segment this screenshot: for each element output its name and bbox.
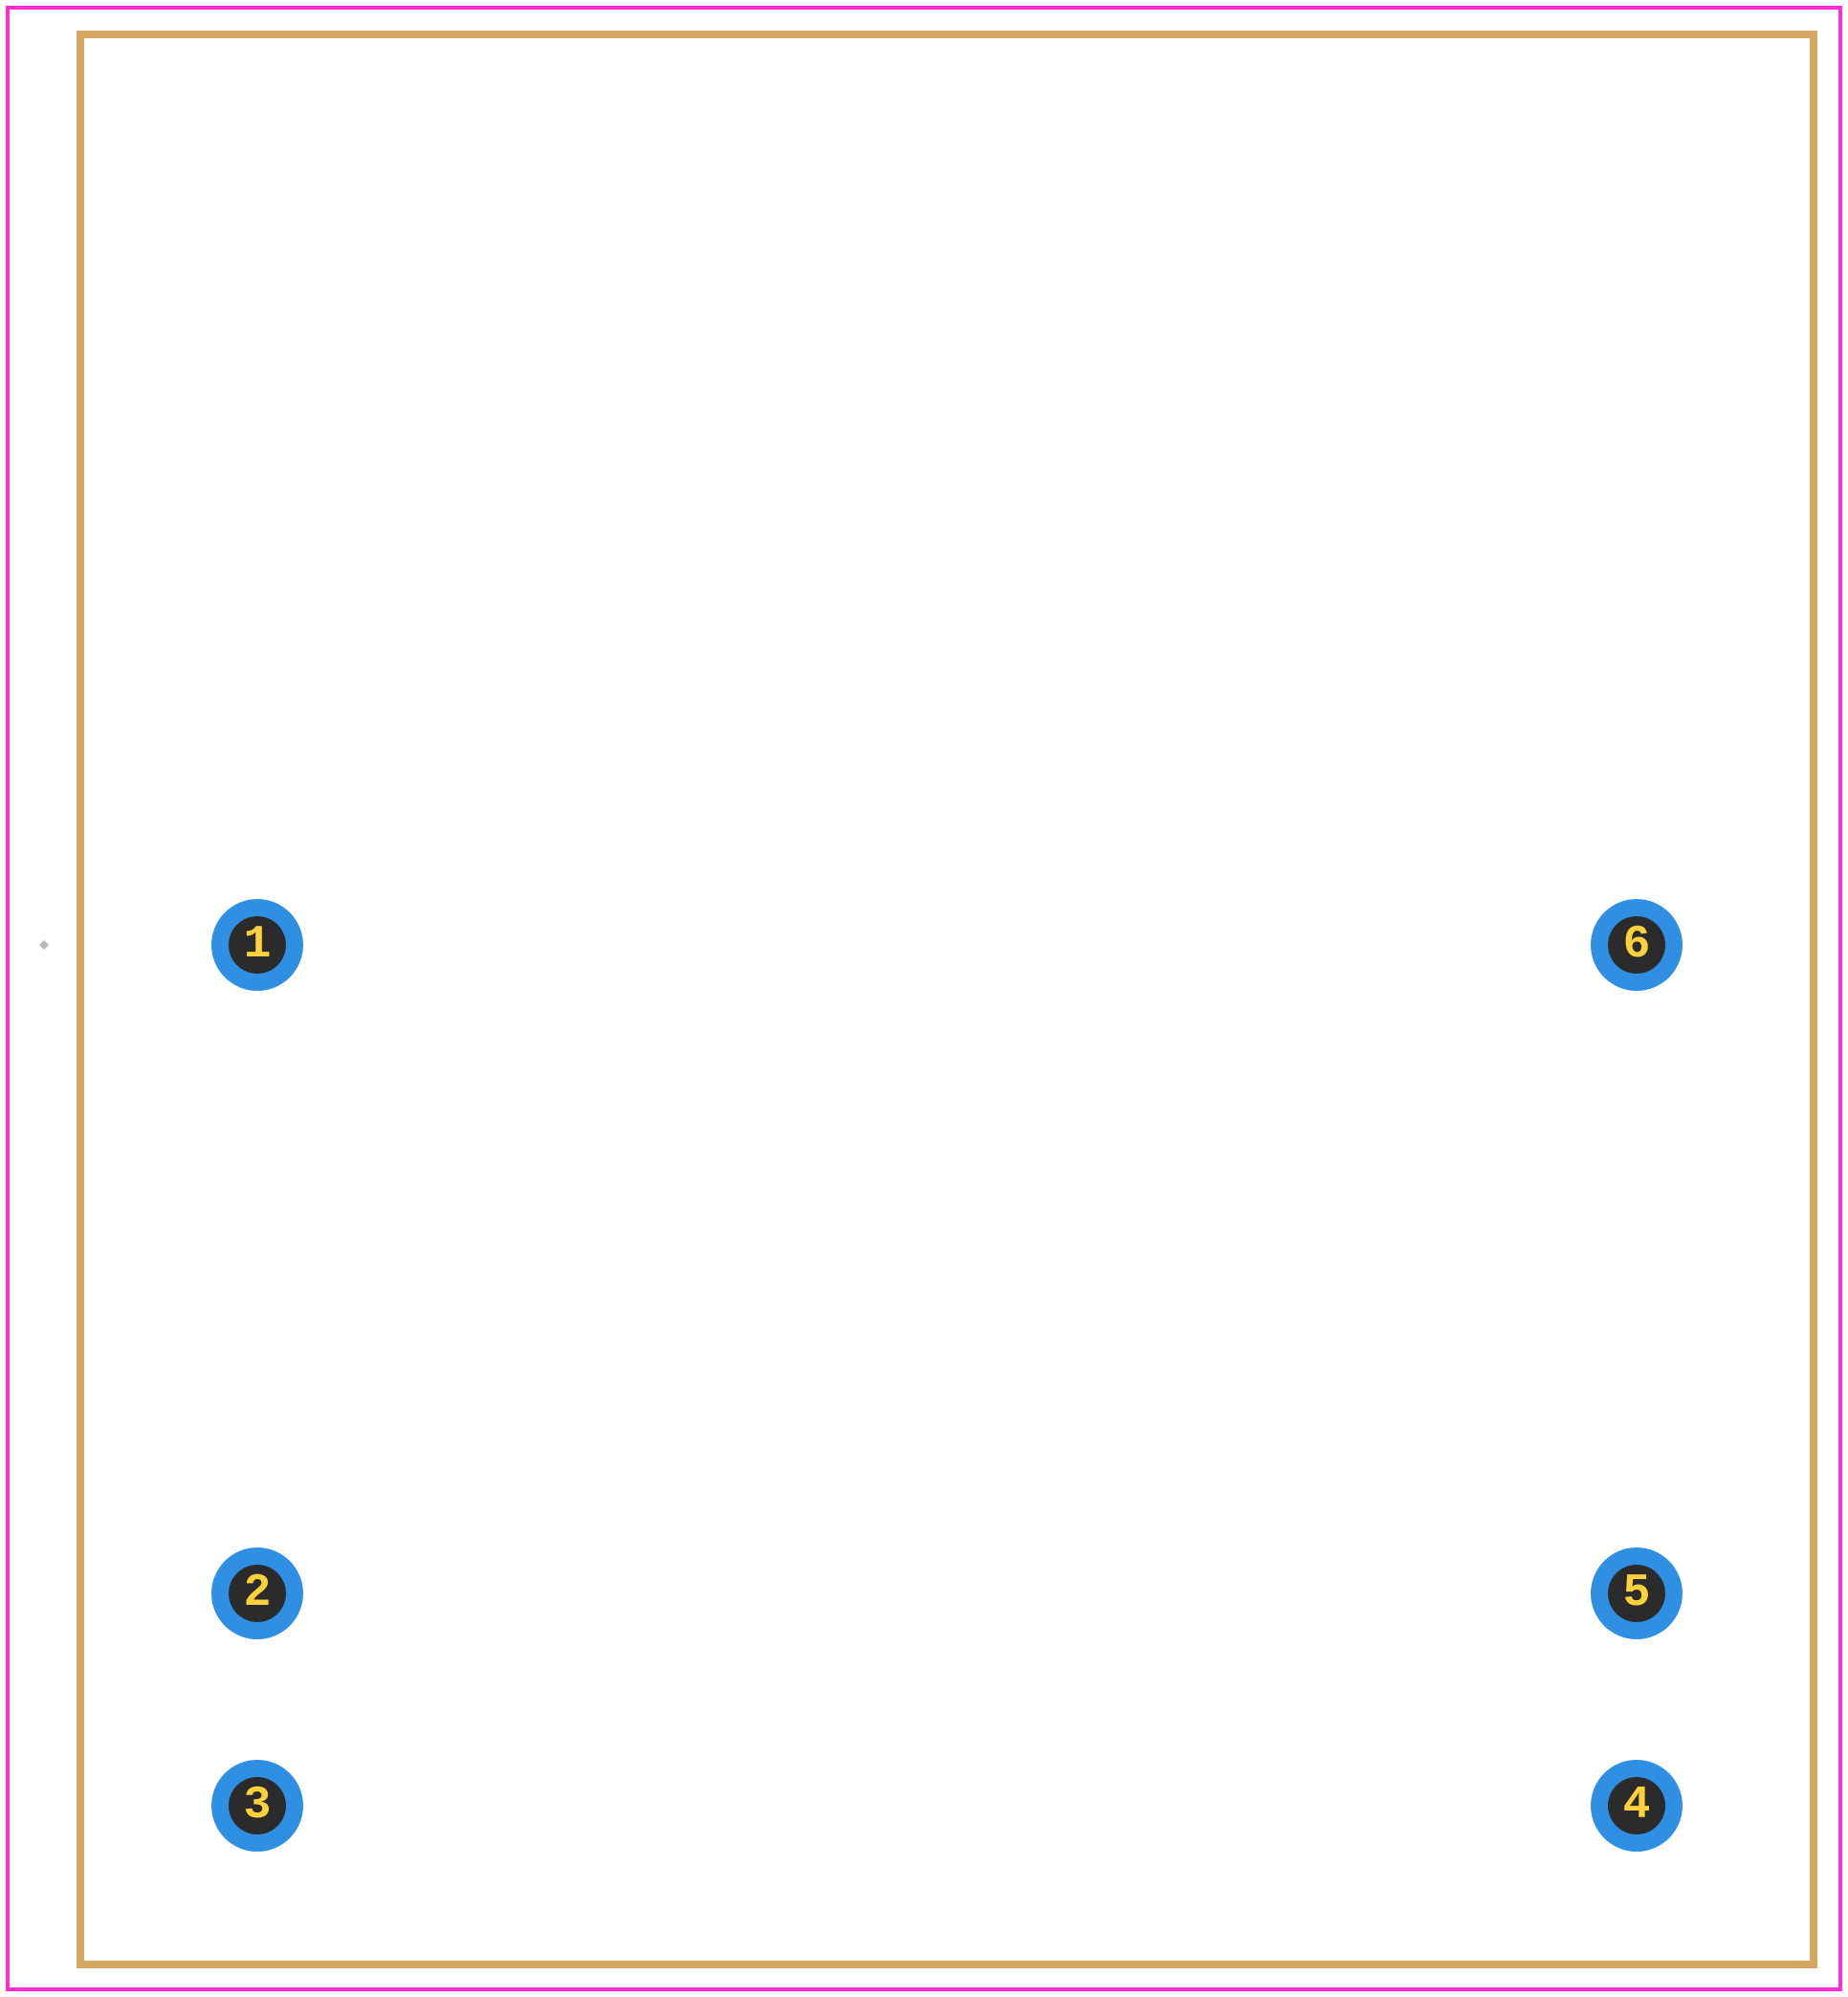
pad-1: 1 — [211, 899, 303, 991]
pad-4: 4 — [1591, 1760, 1683, 1852]
pad-3: 3 — [211, 1760, 303, 1852]
pad-label: 2 — [244, 1568, 272, 1619]
pad-label: 6 — [1623, 919, 1651, 971]
pad-6: 6 — [1591, 899, 1683, 991]
pad-2: 2 — [211, 1547, 303, 1639]
canvas-background — [0, 0, 1848, 1997]
pad-label: 5 — [1623, 1568, 1651, 1619]
pad-label: 1 — [244, 919, 272, 971]
pad-5: 5 — [1591, 1547, 1683, 1639]
pcb-footprint-diagram: 1 2 3 6 5 4 — [0, 0, 1848, 1997]
pad-label: 3 — [244, 1780, 272, 1832]
pad-label: 4 — [1623, 1780, 1651, 1832]
